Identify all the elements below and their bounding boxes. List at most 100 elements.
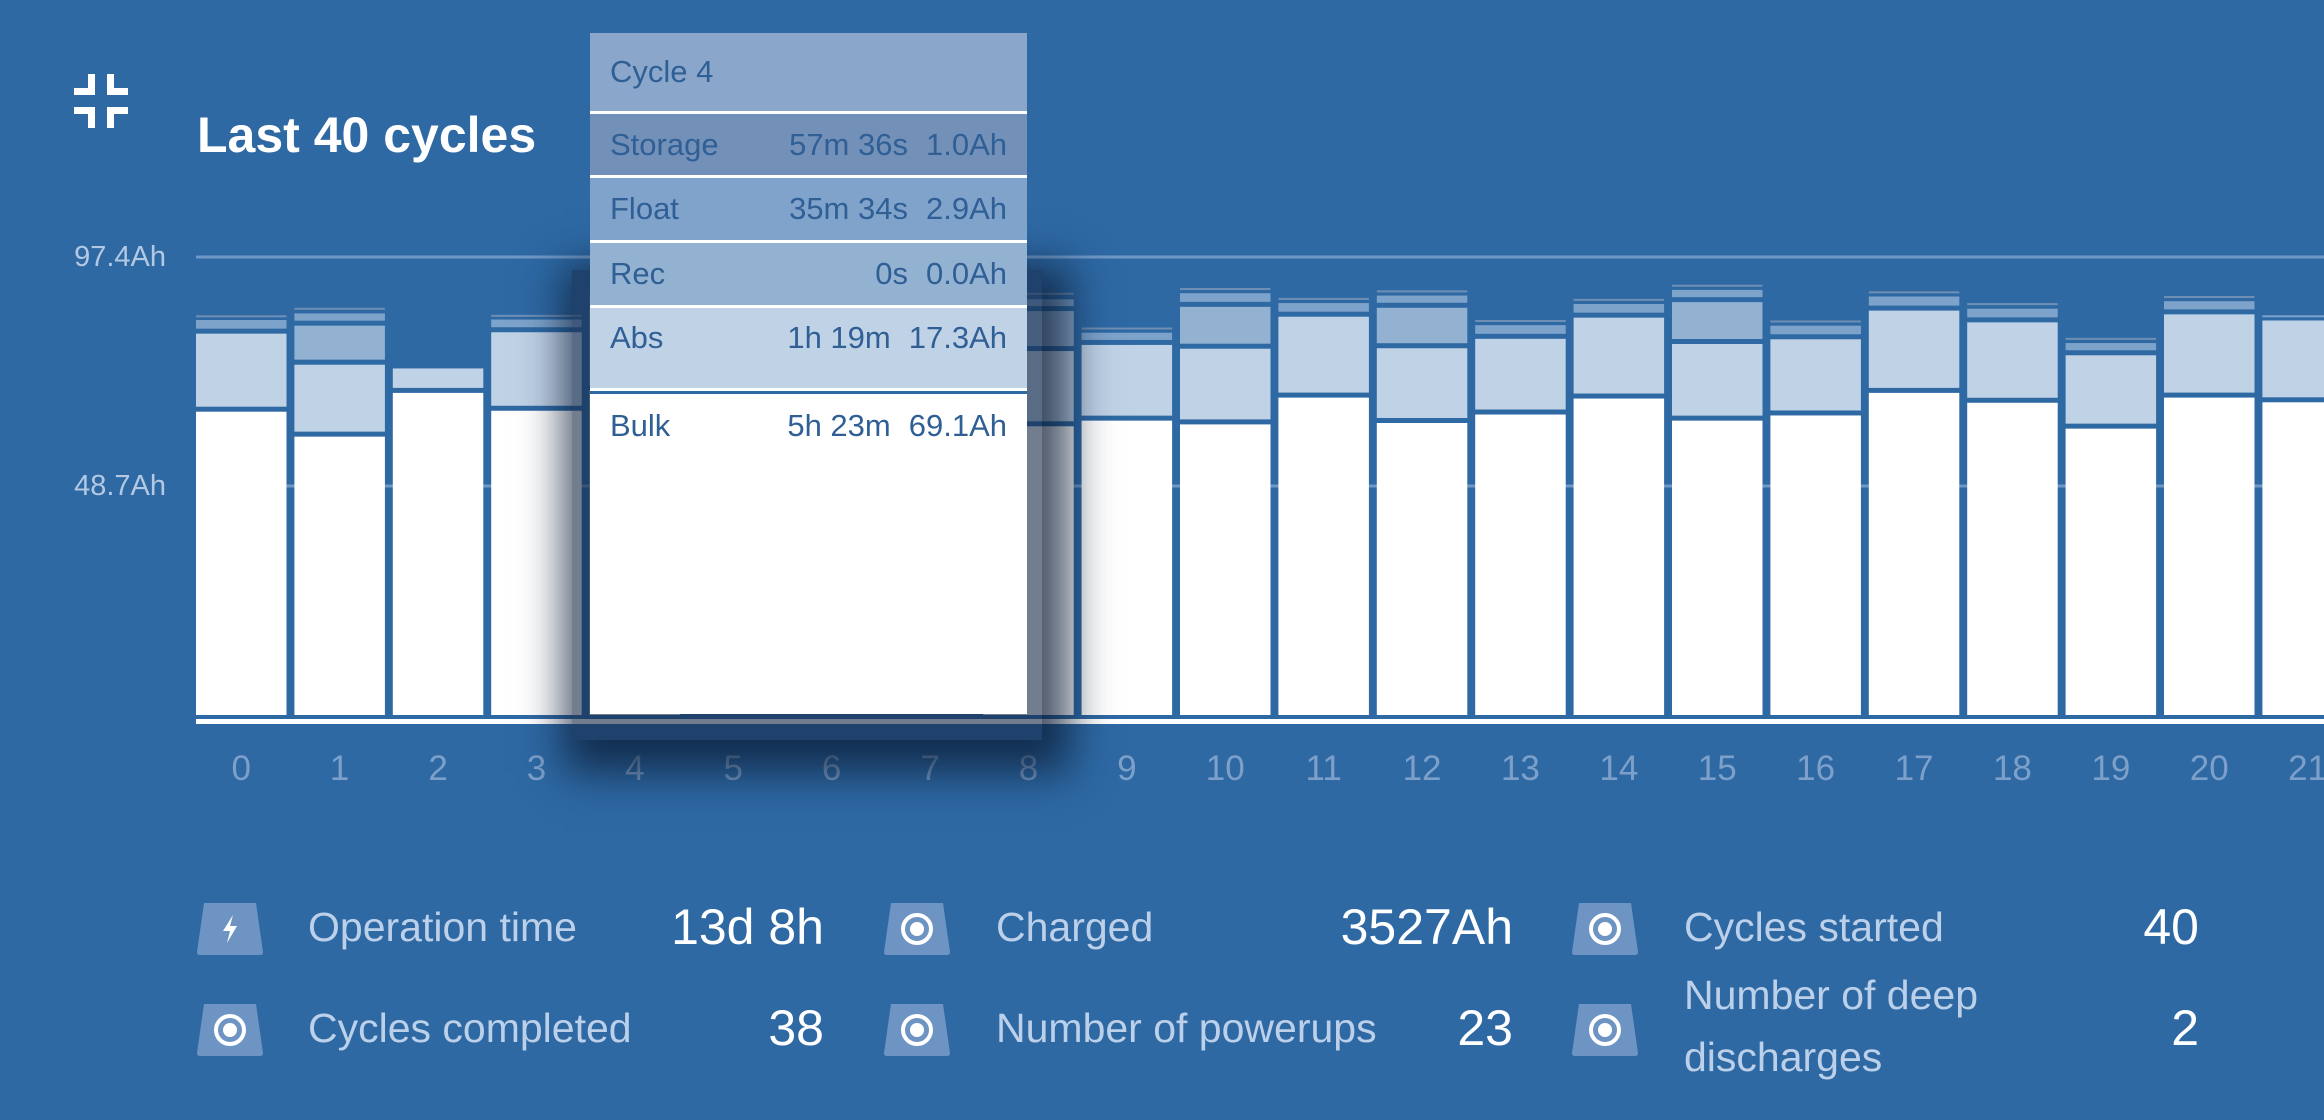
- bar-segment-bulk: [1770, 415, 1861, 715]
- bar-segment-storage: [1278, 297, 1369, 300]
- row-time: 5h 23m: [787, 408, 891, 443]
- x-tick-label: 8: [1019, 749, 1038, 788]
- stat-value: 40: [2143, 899, 2199, 955]
- bar-segment-float: [1475, 325, 1566, 334]
- bar-segment-float: [1573, 304, 1665, 313]
- compress-icon[interactable]: [74, 74, 128, 128]
- bar-segment-abs: [1081, 344, 1173, 416]
- bar-segment-rec: [1672, 302, 1763, 339]
- bar-segment-abs: [1672, 343, 1763, 416]
- bar-segment-abs: [2065, 355, 2157, 424]
- stat-label: Operation time: [308, 904, 577, 950]
- row-name: Storage: [610, 126, 719, 162]
- row-charge: 69.1Ah: [908, 408, 1007, 443]
- row-charge: 1.0Ah: [925, 126, 1007, 162]
- x-tick-label: 19: [2091, 749, 2130, 788]
- bar-segment-abs: [2164, 314, 2255, 393]
- bar-segment-float: [1278, 303, 1369, 312]
- x-tick-label: 1: [330, 749, 349, 788]
- tooltip-row-storage: Storage 57m 36s 1.0Ah: [590, 114, 1027, 175]
- bar-segment-rec: [1180, 306, 1271, 344]
- x-tick-label: 16: [1796, 749, 1835, 788]
- bar-segment-abs: [392, 368, 484, 388]
- row-time: 0s: [875, 256, 908, 291]
- x-tick-label: 21: [2288, 749, 2324, 788]
- bar-segment-float: [2164, 301, 2255, 310]
- bar-segment-abs: [1180, 348, 1271, 420]
- tooltip-header: Cycle 4: [590, 33, 1027, 111]
- x-tick-label: 6: [822, 749, 841, 788]
- stat-value: 38: [768, 1000, 824, 1056]
- bar-segment-float: [1967, 308, 2058, 318]
- bar-segment-float: [1868, 296, 1960, 306]
- bar-segment-abs: [1770, 339, 1861, 411]
- bar-segment-storage: [1573, 298, 1665, 301]
- x-tick-label: 15: [1698, 749, 1737, 788]
- x-axis-line: [196, 719, 2324, 724]
- row-name: Abs: [610, 320, 664, 355]
- bar-segment-float: [1081, 332, 1173, 340]
- bar-segment-abs: [491, 332, 582, 406]
- bar-segment-abs: [2262, 320, 2324, 398]
- x-tick-label: 5: [724, 749, 743, 788]
- bar-segment-bulk: [1475, 414, 1566, 715]
- row-name: Bulk: [610, 408, 671, 443]
- stat-label: Number of deep discharges: [1684, 972, 1979, 1080]
- x-tick-label: 7: [920, 749, 939, 788]
- bar-segment-bulk: [2164, 397, 2255, 715]
- bar-segment-abs: [1376, 348, 1468, 418]
- bar-segment-abs: [1475, 338, 1566, 410]
- row-name: Float: [610, 191, 679, 226]
- x-tick-label: 20: [2190, 749, 2229, 788]
- tooltip-row-abs: Abs 1h 19m 17.3Ah: [590, 308, 1027, 388]
- x-tick-label: 9: [1117, 749, 1136, 788]
- row-charge: 17.3Ah: [908, 320, 1007, 355]
- bar-segment-float: [1672, 289, 1763, 298]
- row-charge: 2.9Ah: [925, 191, 1007, 226]
- bar-segment-float: [294, 313, 385, 321]
- bar-segment-abs: [1278, 316, 1369, 393]
- tooltip-row-bulk: Bulk 5h 23m 69.1Ah: [590, 391, 1027, 714]
- target-icon: [1572, 903, 1638, 955]
- bar-segment-bulk: [1081, 420, 1173, 715]
- y-tick-label: 48.7Ah: [74, 470, 166, 502]
- bar-segment-storage: [1868, 291, 1960, 294]
- bar-segment-storage: [1475, 320, 1566, 323]
- bar-segment-bulk: [2262, 402, 2324, 715]
- bar-segment-bulk: [491, 410, 582, 715]
- x-tick-label: 4: [625, 749, 644, 788]
- stat-value: 13d 8h: [671, 899, 824, 955]
- bar-segment-abs: [1868, 310, 1960, 388]
- row-time: 57m 36s: [789, 126, 908, 162]
- row-charge: 0.0Ah: [925, 256, 1007, 291]
- stat-value: 3527Ah: [1340, 899, 1513, 955]
- bar-segment-storage: [1180, 288, 1271, 291]
- bar-segment-float: [491, 319, 582, 328]
- cycle-bar-chart[interactable]: 0 1 2 3 4 5 6 7 8 9 10 11 12 13 14 15 16 17 18 19 20 21: [0, 0, 2324, 820]
- x-tick-label: 2: [428, 749, 447, 788]
- x-tick-label: 10: [1206, 749, 1245, 788]
- x-tick-label: 14: [1599, 749, 1638, 788]
- bar-segment-storage: [1081, 327, 1173, 330]
- x-tick-label: 13: [1501, 749, 1540, 788]
- bar-segment-bulk: [1672, 420, 1763, 715]
- target-icon: [1572, 1004, 1638, 1056]
- bar-segment-abs: [1967, 322, 2058, 398]
- bar-segment-bulk: [196, 411, 287, 715]
- lightning-icon: [197, 903, 263, 955]
- row-name: Rec: [610, 256, 666, 291]
- bar-segment-abs: [196, 333, 287, 407]
- bar-segment-bulk: [294, 436, 385, 715]
- x-tick-label: 18: [1993, 749, 2032, 788]
- stat-label: Number of powerups: [996, 1005, 1377, 1051]
- bar-segment-float: [2065, 343, 2157, 351]
- bar-segment-storage: [491, 314, 582, 317]
- stat-value: 2: [2171, 1000, 2199, 1056]
- stat-label: Cycles completed: [308, 1005, 632, 1051]
- bar-segment-float: [1376, 295, 1468, 303]
- x-tick-label: 17: [1895, 749, 1934, 788]
- bar-segment-storage: [1376, 290, 1468, 293]
- tooltip-row-rec: Rec 0s 0.0Ah: [590, 243, 1027, 305]
- bar-segment-rec: [1376, 307, 1468, 344]
- bar-segment-bulk: [1573, 398, 1665, 715]
